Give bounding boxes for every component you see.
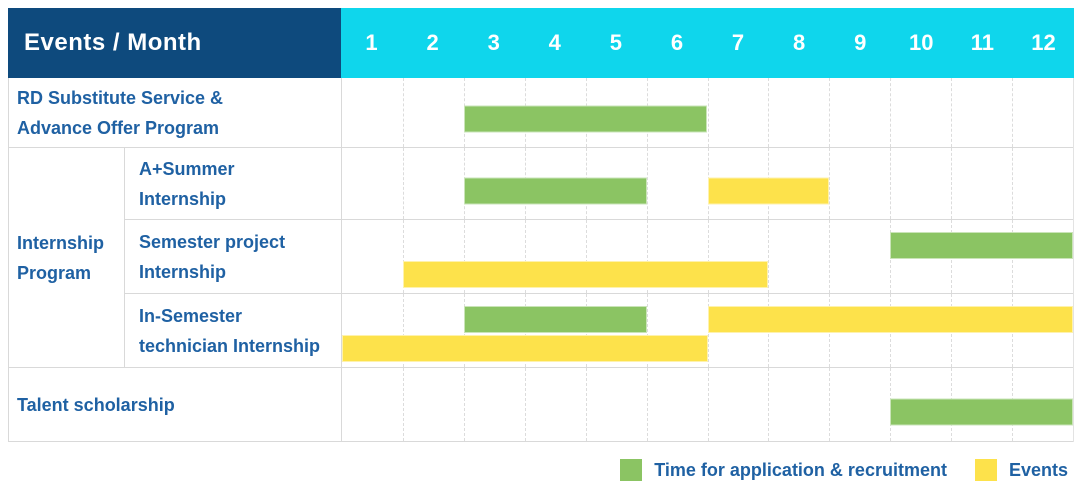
month-gridline (402, 220, 404, 293)
month-gridline (402, 294, 404, 367)
month-header-cell-2: 2 (426, 30, 439, 55)
table-row-in-semester-technician: In-Semester technician Internship (125, 294, 1073, 367)
table-row-rd-substitute: RD Substitute Service & Advance Offer Pr… (9, 78, 1073, 148)
month-gridline (646, 220, 648, 293)
month-gridline (524, 220, 526, 293)
gantt-bar-yellow (707, 177, 830, 205)
gantt-bar-green (890, 398, 1073, 426)
month-gridline (402, 78, 404, 147)
gantt-bar-yellow (402, 260, 769, 288)
month-gridline (646, 148, 648, 219)
month-gridline (1012, 78, 1014, 147)
month-gridline (829, 148, 831, 219)
legend: Time for application & recruitment Event… (620, 459, 1068, 481)
gantt-bar-green (463, 305, 647, 333)
month-gridline (524, 368, 526, 441)
row-label-talent-scholarship: Talent scholarship (9, 368, 342, 441)
table-row-a-plus-summer: A+Summer Internship (125, 148, 1073, 220)
chart-cell-semester-project (342, 220, 1073, 293)
month-gridline (585, 220, 587, 293)
group-label-line: Internship (17, 232, 105, 253)
month-gridline (1012, 148, 1014, 219)
month-gridline (829, 78, 831, 147)
row-label-line: RD Substitute Service & (17, 87, 224, 108)
group-label-line: Program (17, 262, 92, 283)
row-label-line: Talent scholarship (17, 394, 175, 415)
table-header-row: Events / Month 1 2 3 4 5 6 7 8 9 10 11 1… (8, 8, 1074, 78)
month-header-cell-11: 11 (970, 30, 994, 55)
table-row-talent-scholarship: Talent scholarship (9, 368, 1073, 442)
row-label-rd-substitute: RD Substitute Service & Advance Offer Pr… (9, 78, 342, 147)
month-gridline (402, 148, 404, 219)
gantt-bar-yellow (707, 305, 1073, 333)
month-header-cell-10: 10 (909, 30, 934, 55)
row-label-semester-project: Semester project Internship (125, 220, 342, 293)
month-gridline (463, 220, 465, 293)
month-gridline (707, 368, 709, 441)
month-gridline (951, 78, 953, 147)
events-table: Events / Month 1 2 3 4 5 6 7 8 9 10 11 1… (8, 8, 1074, 442)
month-gridline (585, 368, 587, 441)
month-header-row: 1 2 3 4 5 6 7 8 9 10 11 12 (341, 8, 1074, 78)
row-label-in-semester-technician: In-Semester technician Internship (125, 294, 342, 367)
row-label-line: Advance Offer Program (17, 117, 220, 138)
group-rows-internship-program: A+Summer Internship Semester project Int… (125, 148, 1073, 367)
month-header-cell-1: 1 (365, 30, 378, 55)
month-gridline (829, 368, 831, 441)
legend-label-events: Events (1008, 459, 1068, 480)
table-row-semester-project: Semester project Internship (125, 220, 1073, 294)
row-label-line: In-Semester (139, 305, 243, 326)
month-header-cell-5: 5 (609, 30, 622, 55)
row-label-line: Internship (139, 188, 227, 209)
month-header-cell-6: 6 (670, 30, 684, 55)
month-header-cell-9: 9 (854, 30, 867, 55)
group-block-internship-program: Internship Program A+Summer Internship S… (9, 148, 1073, 368)
row-label-line: technician Internship (139, 335, 321, 356)
gantt-bar-green (890, 231, 1073, 259)
month-gridline (829, 220, 831, 293)
group-label-internship-program: Internship Program (9, 148, 125, 367)
month-header-cell-4: 4 (548, 30, 561, 55)
row-label-line: Internship (139, 261, 227, 282)
legend-item-events: Events (974, 459, 1068, 481)
chart-cell-in-semester-technician (342, 294, 1073, 367)
month-header-cell-12: 12 (1031, 30, 1056, 55)
month-gridline (646, 368, 648, 441)
chart-cell-talent-scholarship (342, 368, 1073, 441)
month-gridline (707, 220, 709, 293)
month-gridline (890, 148, 892, 219)
gantt-bar-green (463, 177, 647, 205)
month-gridline (463, 368, 465, 441)
month-gridline (768, 78, 770, 147)
gantt-bar-yellow (342, 334, 708, 362)
legend-swatch-green-icon (620, 459, 643, 481)
month-header-cell-3: 3 (487, 30, 500, 55)
table-header-title: Events / Month (8, 8, 341, 78)
month-header-cell-8: 8 (792, 30, 806, 55)
month-gridline (402, 368, 404, 441)
legend-item-application-recruitment: Time for application & recruitment (620, 459, 947, 481)
row-label-line: Semester project (139, 231, 286, 252)
month-gridline (646, 294, 648, 367)
chart-cell-a-plus-summer (342, 148, 1073, 219)
month-gridline (890, 78, 892, 147)
month-gridline (768, 368, 770, 441)
legend-label-application-recruitment: Time for application & recruitment (654, 459, 947, 480)
table-body: RD Substitute Service & Advance Offer Pr… (8, 78, 1074, 442)
row-label-a-plus-summer: A+Summer Internship (125, 148, 342, 219)
row-label-line: A+Summer (139, 158, 235, 179)
month-header-cell-7: 7 (731, 30, 745, 55)
month-gridline (768, 220, 770, 293)
gantt-bar-green (463, 105, 708, 133)
month-gridline (707, 78, 709, 147)
chart-cell-rd-substitute (342, 78, 1073, 147)
month-gridline (951, 148, 953, 219)
legend-swatch-yellow-icon (974, 459, 997, 481)
